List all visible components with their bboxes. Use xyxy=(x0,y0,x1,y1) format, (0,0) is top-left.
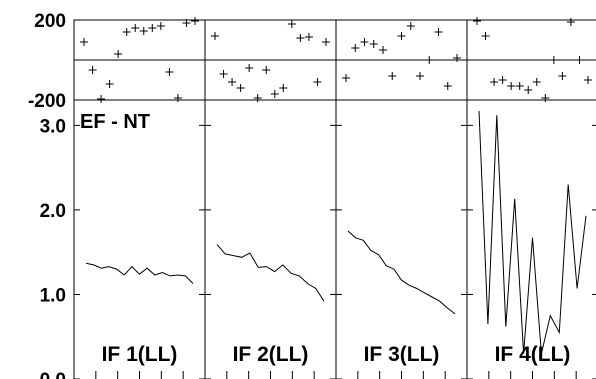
scatter-point xyxy=(80,38,88,46)
scatter-point xyxy=(97,95,106,103)
scatter-point xyxy=(397,32,406,40)
panel-label: IF 3(LL) xyxy=(364,343,440,366)
scatter-point xyxy=(379,46,387,54)
scatter-point xyxy=(558,72,567,80)
scatter-point xyxy=(360,38,369,46)
scatter-point xyxy=(182,19,191,27)
scatter-point xyxy=(279,84,288,92)
scatter-point xyxy=(156,22,165,30)
scatter-point xyxy=(481,32,490,40)
scatter-point xyxy=(498,76,507,84)
scatter-point xyxy=(507,82,516,90)
scatter-point xyxy=(228,78,237,86)
scatter-point xyxy=(575,56,584,64)
scatter-point xyxy=(453,54,461,62)
scatter-point xyxy=(425,56,434,64)
panel-label: IF 1(LL) xyxy=(102,343,178,366)
top-ytick-label: 200 xyxy=(34,11,66,32)
scatter-point xyxy=(434,28,443,36)
scatter-point xyxy=(388,72,397,80)
scatter-point xyxy=(219,70,228,78)
scatter-point xyxy=(165,68,174,76)
scatter-point xyxy=(253,94,262,102)
scatter-point xyxy=(351,44,360,52)
scatter-point xyxy=(148,24,157,32)
scatter-point xyxy=(313,78,322,86)
scatter-point xyxy=(406,22,415,30)
scatter-point xyxy=(473,17,481,25)
scatter-point xyxy=(490,78,499,86)
scatter-point xyxy=(262,66,271,74)
section-label: EF - NT xyxy=(80,111,150,133)
panel-label: IF 2(LL) xyxy=(233,343,309,366)
scatter-point xyxy=(105,80,114,88)
scatter-point xyxy=(584,76,592,84)
scatter-point xyxy=(304,33,313,41)
scatter-point xyxy=(211,32,219,40)
scatter-point xyxy=(173,94,182,102)
scatter-point xyxy=(139,27,148,35)
scatter-point xyxy=(549,56,558,64)
scatter-point xyxy=(131,24,140,32)
scatter-point xyxy=(88,66,97,74)
top-ytick-label: -200 xyxy=(28,91,66,112)
series-line xyxy=(347,230,456,315)
scatter-point xyxy=(322,38,330,46)
scatter-point xyxy=(296,34,305,42)
scatter-point xyxy=(287,20,296,28)
scatter-point xyxy=(191,17,199,25)
scatter-point xyxy=(416,72,424,80)
series-line xyxy=(216,244,325,302)
scatter-point xyxy=(524,86,533,94)
series-line xyxy=(85,262,194,284)
bottom-ytick-label: 0.0 xyxy=(40,370,66,379)
scatter-point xyxy=(541,94,550,102)
scatter-point xyxy=(236,84,245,92)
scatter-point xyxy=(122,28,131,36)
bottom-ytick-label: 3.0 xyxy=(40,116,66,137)
scatter-point xyxy=(532,78,541,86)
scatter-point xyxy=(443,82,452,90)
scatter-point xyxy=(114,50,123,58)
scatter-point xyxy=(566,18,575,26)
scatter-point xyxy=(245,64,254,72)
scatter-point xyxy=(369,40,378,48)
bottom-ytick-label: 2.0 xyxy=(40,201,66,222)
panel-label: IF 4(LL) xyxy=(495,343,571,366)
bottom-ytick-label: 1.0 xyxy=(40,285,66,306)
scatter-point xyxy=(270,90,279,98)
scatter-point xyxy=(515,82,524,90)
scatter-point xyxy=(342,74,350,82)
series-line xyxy=(478,110,587,354)
